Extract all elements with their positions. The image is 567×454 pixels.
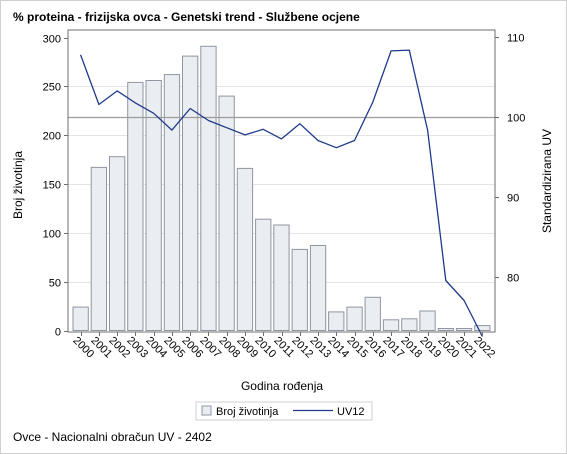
bar-2007 bbox=[200, 45, 217, 332]
bar-2010 bbox=[255, 218, 272, 331]
legend: Broj životinja UV12 bbox=[195, 401, 373, 421]
bar-2018 bbox=[401, 318, 418, 331]
bar-2012 bbox=[291, 248, 308, 331]
chart-title: % proteina - frizijska ovca - Genetski t… bbox=[13, 10, 360, 24]
bar-2022 bbox=[474, 325, 491, 332]
bar-2020 bbox=[437, 328, 455, 331]
y-tick-label: 100 bbox=[43, 229, 61, 241]
legend-border bbox=[195, 401, 373, 421]
bar-2021 bbox=[455, 328, 473, 331]
uv12-series-line bbox=[79, 49, 483, 337]
bar-2019 bbox=[419, 310, 436, 331]
bar-2006 bbox=[182, 55, 199, 331]
bar-2011 bbox=[273, 224, 290, 331]
bar-2001 bbox=[90, 166, 107, 331]
bar-2017 bbox=[382, 319, 400, 331]
y-axis-left-ticks: 0 50 100 150 200 250 300 bbox=[43, 34, 68, 339]
y-tick-label: 50 bbox=[49, 278, 61, 290]
bar-2000 bbox=[72, 306, 89, 332]
y-axis-right-label: Standardizirana UV bbox=[540, 129, 554, 233]
bar-2004 bbox=[145, 80, 162, 331]
y-tick-label: 200 bbox=[43, 131, 61, 143]
bar-2013 bbox=[309, 245, 327, 331]
bar-2003 bbox=[127, 81, 144, 332]
y-tick-label: 300 bbox=[43, 34, 61, 46]
y-tick-label: 0 bbox=[55, 327, 61, 339]
y2-tick-label: 110 bbox=[507, 33, 525, 45]
bar-2008 bbox=[218, 95, 235, 331]
x-axis-ticks: 2000200120022003200420052006200720082009… bbox=[70, 332, 497, 360]
bar-2009 bbox=[236, 167, 254, 331]
y-tick-label: 150 bbox=[43, 180, 61, 192]
bar-2015 bbox=[346, 306, 363, 332]
legend-label-bar: Broj životinja bbox=[216, 406, 279, 418]
legend-swatch-bar bbox=[201, 405, 212, 416]
bar-2016 bbox=[364, 296, 381, 331]
y-axis-right-ticks: 80 90 100 110 bbox=[495, 33, 525, 285]
bar-2002 bbox=[109, 156, 126, 331]
y2-tick-label: 100 bbox=[507, 113, 525, 125]
y-tick-label: 250 bbox=[43, 82, 61, 94]
x-axis-label: Godina rođenja bbox=[241, 379, 323, 393]
uv-line bbox=[79, 49, 483, 337]
bar-2005 bbox=[163, 74, 181, 331]
legend-label-line: UV12 bbox=[337, 406, 365, 418]
y2-tick-label: 80 bbox=[507, 273, 519, 285]
y-axis-left-label: Broj životinja bbox=[11, 151, 25, 219]
footnote: Ovce - Nacionalni obračun UV - 2402 bbox=[13, 430, 212, 444]
plot-area-border bbox=[67, 29, 496, 333]
bars bbox=[72, 45, 491, 332]
bar-2014 bbox=[328, 311, 345, 331]
y2-tick-label: 90 bbox=[507, 193, 519, 205]
